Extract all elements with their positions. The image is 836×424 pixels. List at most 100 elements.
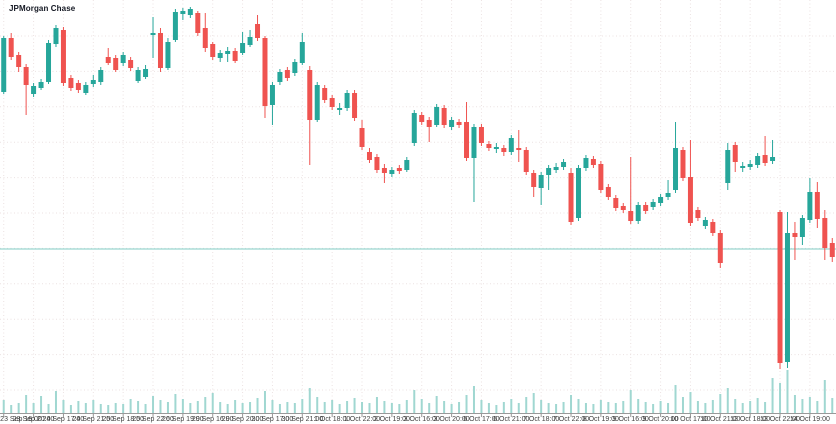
candle-body (732, 145, 738, 162)
volume-bar (32, 403, 35, 413)
candle (456, 119, 462, 128)
candle (157, 28, 163, 72)
candle-body (404, 160, 410, 170)
candle (329, 95, 335, 110)
candle-body (225, 51, 231, 54)
volume-bar (84, 403, 87, 413)
candle-body (441, 108, 447, 125)
volume-bar (458, 402, 461, 413)
time-axis-label: 24 Sep 17:00 (43, 416, 85, 423)
candle (307, 66, 313, 165)
time-axis-label: 6 Oct 17:00 (463, 416, 499, 423)
candle (143, 65, 149, 79)
candle-body (635, 205, 641, 221)
volume-bar (756, 398, 759, 413)
symbol-title: JPMorgan Chase (9, 4, 76, 13)
candle (590, 156, 596, 168)
candle-body (352, 93, 358, 118)
candle-body (120, 55, 126, 63)
volume-bar (144, 404, 147, 413)
candle (814, 182, 820, 228)
time-axis-label: 13 Oct 18:00 (730, 416, 770, 423)
volume-bar (480, 400, 483, 413)
volume-bar (428, 403, 431, 413)
candle (225, 47, 231, 62)
volume-bar (383, 401, 386, 413)
candle (673, 122, 679, 193)
candle-body (770, 157, 776, 161)
candle (478, 124, 484, 146)
candle-body (389, 170, 395, 174)
candle-body (426, 120, 432, 127)
time-axis-label: 9 Oct 20:00 (642, 416, 678, 423)
candle-body (575, 168, 581, 218)
candle (613, 195, 619, 211)
candle-body (822, 218, 828, 248)
volume-bar (472, 386, 475, 413)
candle (434, 104, 440, 127)
volume-bar (667, 403, 670, 413)
candle-body (695, 210, 701, 218)
candle (113, 55, 119, 72)
time-axis-label: 6 Oct 21:00 (493, 416, 529, 423)
volume-bar (204, 397, 207, 413)
time-axis-label: 10 Oct 17:00 (670, 416, 710, 423)
candle (449, 117, 455, 130)
candle (426, 117, 432, 142)
candle-body (1, 38, 7, 92)
volume-bar (234, 400, 237, 413)
candle (90, 75, 96, 87)
candle (322, 85, 328, 103)
candle (777, 210, 783, 369)
candle (359, 120, 365, 150)
candle-body (516, 148, 522, 150)
volume-bar (614, 403, 617, 413)
candle-body (98, 70, 104, 82)
candle (23, 64, 29, 115)
candle (269, 82, 275, 125)
candle (523, 147, 529, 175)
volume-bar (622, 401, 625, 413)
candle-body (307, 70, 313, 120)
candle-body (478, 127, 484, 143)
volume-bar (189, 403, 192, 413)
volume-bar (278, 404, 281, 413)
volume-bar (532, 393, 535, 413)
candle-body (292, 62, 298, 73)
candle-body (583, 158, 589, 168)
candle (740, 162, 746, 172)
volume-bar (637, 399, 640, 413)
volume-bar (734, 399, 737, 413)
candle (284, 67, 290, 81)
candle-body (23, 67, 29, 85)
volume-bar (166, 402, 169, 413)
candle (292, 59, 298, 76)
volume-bar (704, 403, 707, 413)
candle-body (90, 80, 96, 84)
candle-body (113, 58, 119, 70)
candle-body (687, 177, 693, 223)
candle-body (240, 43, 246, 53)
candle (710, 219, 716, 236)
candle (262, 36, 268, 118)
volume-bar (779, 383, 782, 413)
candle (635, 202, 641, 224)
time-axis-label: 7 Oct 18:00 (523, 416, 559, 423)
candle (538, 172, 544, 205)
candle (792, 222, 798, 260)
candle (172, 9, 178, 42)
candle-body (195, 13, 201, 33)
volume-bar (353, 398, 356, 413)
candle-body (777, 212, 783, 363)
candle (531, 170, 537, 197)
candle (411, 110, 417, 146)
volume-bar (555, 404, 558, 413)
candle (755, 153, 761, 168)
volume-bar (808, 397, 811, 413)
candle-body (613, 198, 619, 208)
volume-bar (54, 391, 57, 413)
candle-body (553, 167, 559, 170)
candle (128, 57, 134, 71)
